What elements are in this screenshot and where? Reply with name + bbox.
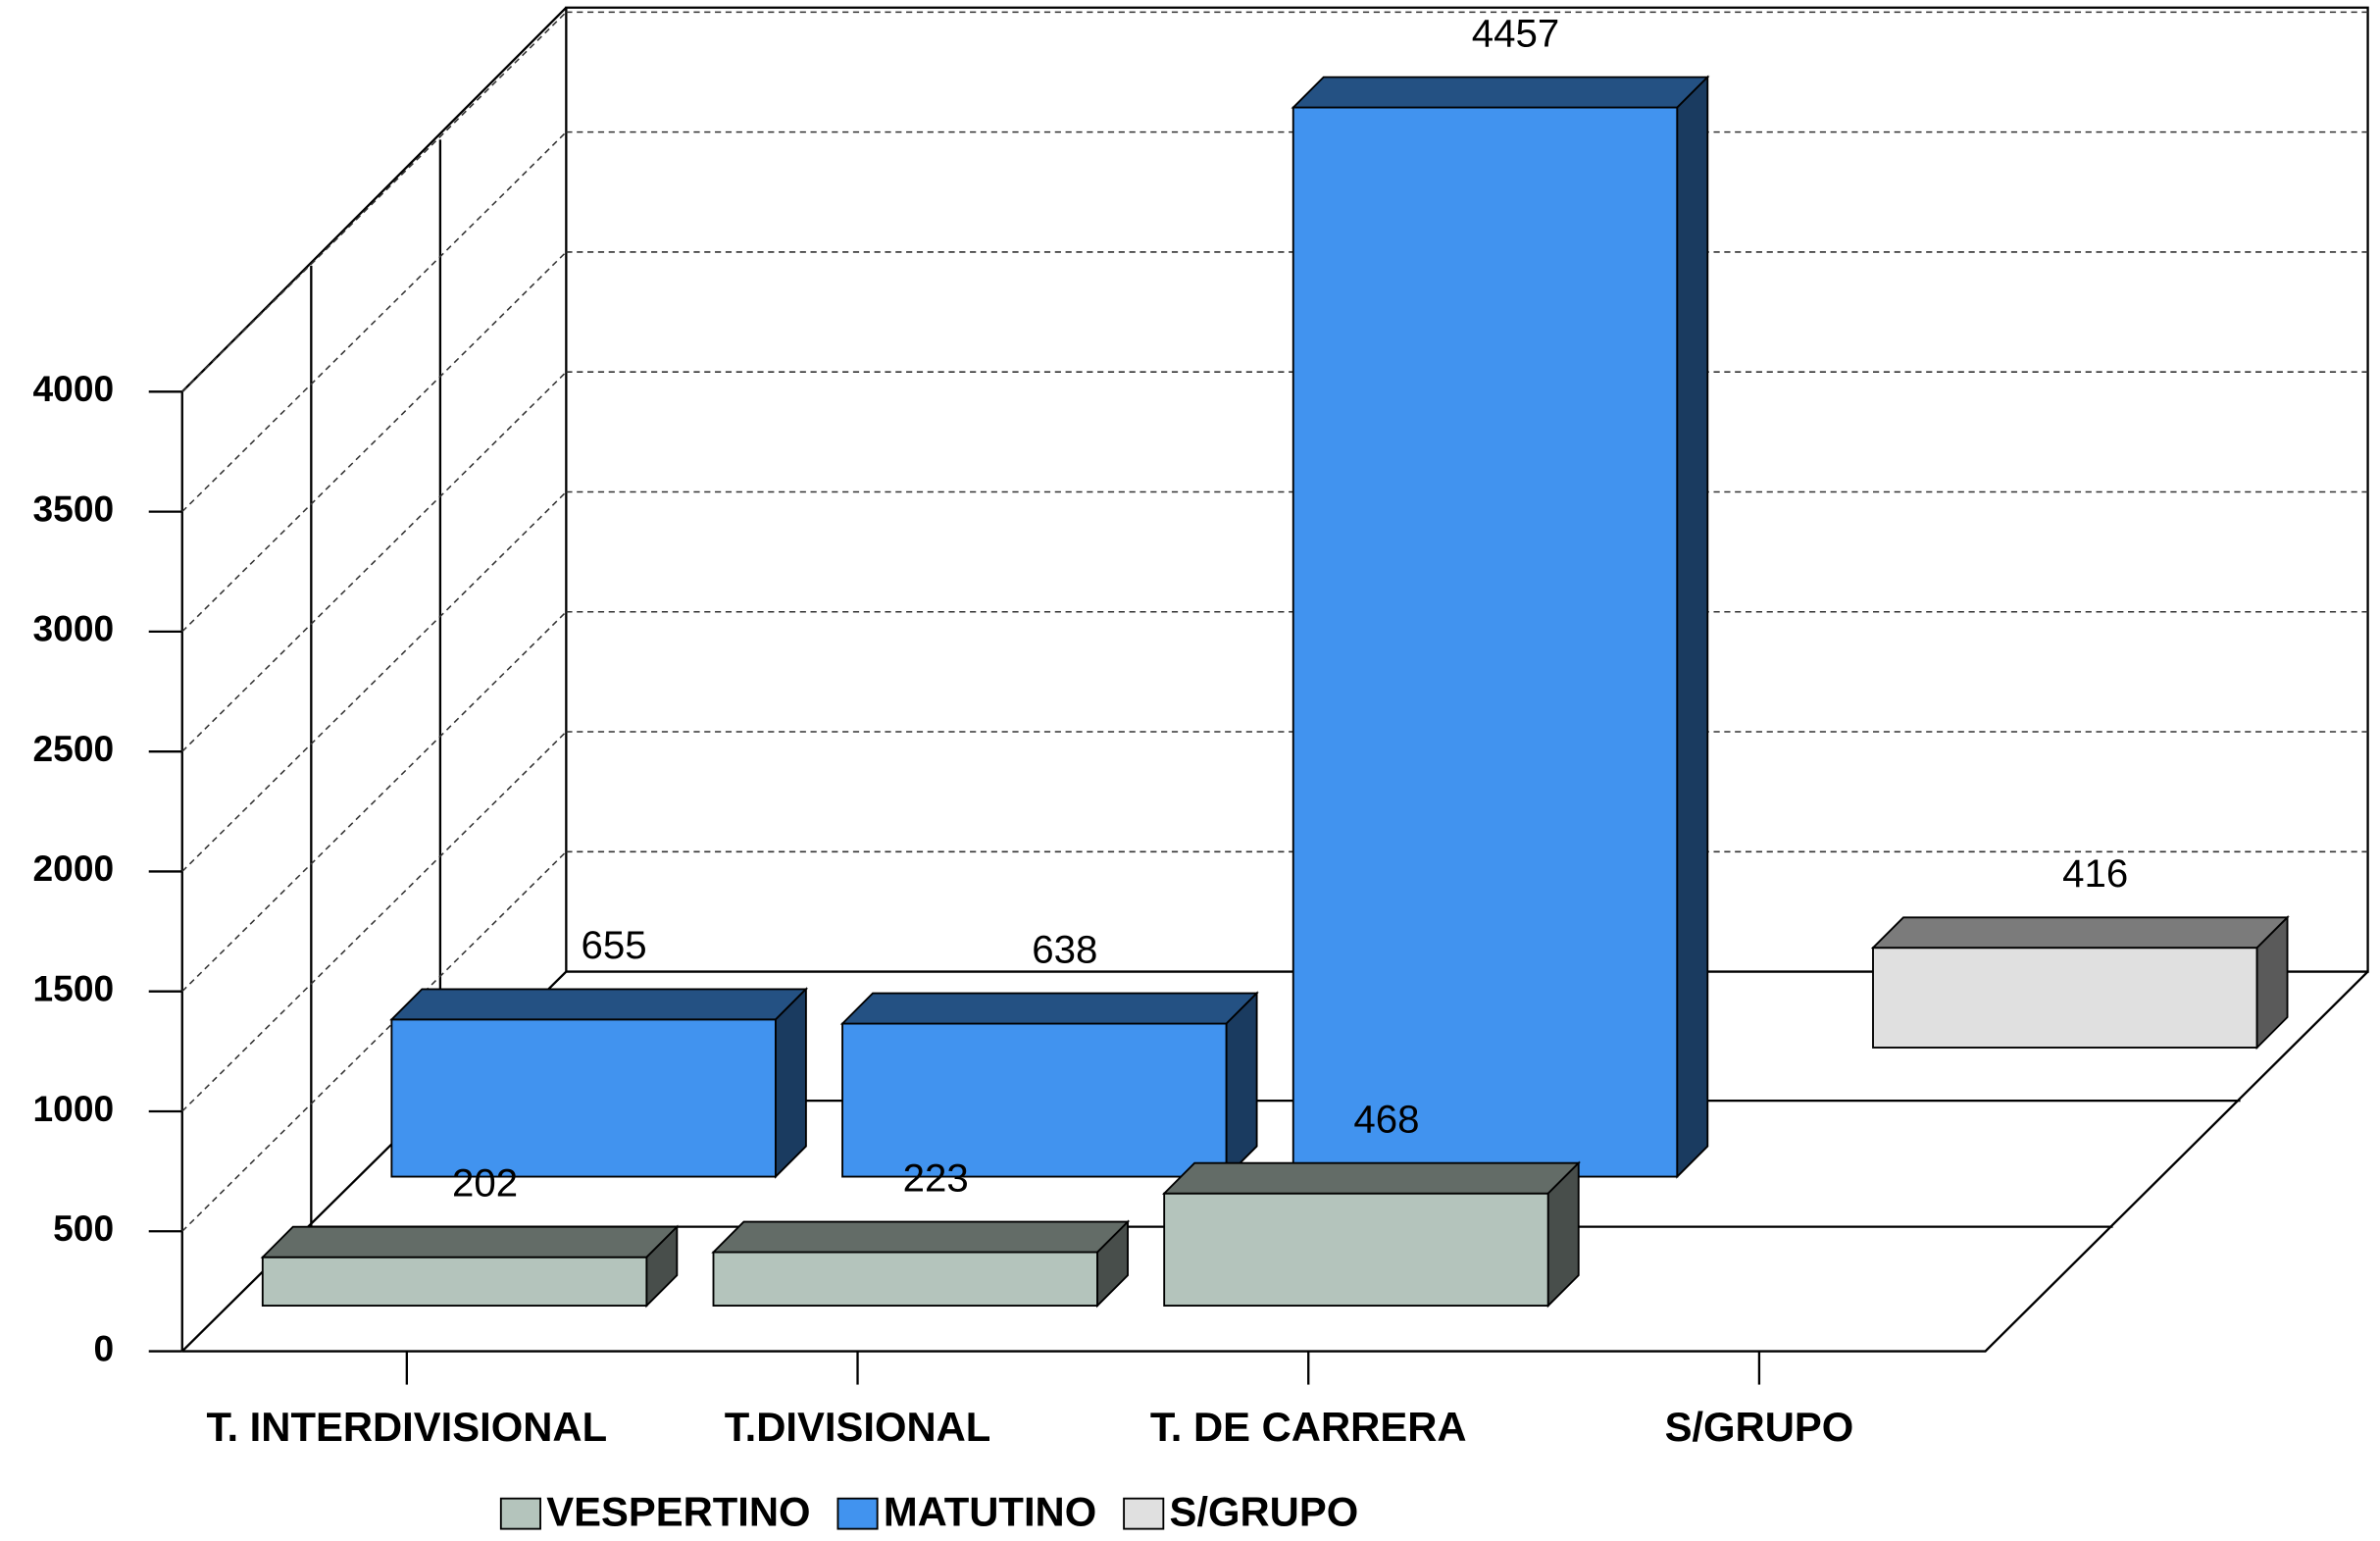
- value-label: 638: [1032, 927, 1097, 971]
- bar-top: [1870, 916, 2290, 950]
- value-label: 416: [2062, 851, 2128, 896]
- bar-side: [1225, 991, 1258, 1179]
- legend-swatch: [499, 1497, 541, 1530]
- bar-top: [1161, 1161, 1581, 1195]
- bar: [389, 987, 809, 1179]
- bar-top: [389, 988, 809, 1021]
- grid-line: [181, 490, 567, 872]
- y-tick-label: 3500: [33, 488, 115, 529]
- y-tick-label: 1500: [33, 968, 115, 1009]
- bar-side: [645, 1224, 679, 1309]
- x-tick-label: T. INTERDIVISIONAL: [207, 1404, 608, 1450]
- bar-side: [1096, 1219, 1129, 1309]
- bar-front: [390, 1018, 777, 1178]
- y-tick-label: 1000: [33, 1088, 115, 1129]
- bar: [1161, 1160, 1581, 1309]
- bar-front: [1291, 106, 1679, 1178]
- bar-top: [260, 1225, 680, 1258]
- y-tick-label: 4000: [33, 368, 115, 409]
- floor-edge: [181, 970, 2369, 1353]
- y-tick-label: 3000: [33, 608, 115, 649]
- y-tick-label: 2000: [33, 848, 115, 889]
- bar-top: [711, 1220, 1131, 1254]
- bar-front: [1872, 947, 2258, 1049]
- grid-line: [181, 11, 567, 392]
- grid-line: [181, 611, 567, 993]
- bar: [1870, 915, 2290, 1051]
- legend-label: MATUTINO: [884, 1489, 1096, 1535]
- bar-front: [712, 1251, 1099, 1308]
- bar: [1291, 75, 1710, 1179]
- bar-top: [1291, 76, 1710, 109]
- value-label: 202: [452, 1161, 518, 1206]
- bar-side: [1676, 75, 1709, 1179]
- legend-label: VESPERTINO: [546, 1489, 810, 1535]
- bar-top: [839, 992, 1259, 1025]
- bar: [839, 991, 1259, 1179]
- value-label: 468: [1353, 1098, 1419, 1142]
- x-tick-label: S/GRUPO: [1665, 1404, 1854, 1450]
- value-label: 223: [903, 1156, 969, 1200]
- grid-line: [181, 371, 567, 752]
- y-tick-label: 2500: [33, 728, 115, 769]
- y-tick-label: 0: [93, 1327, 114, 1368]
- value-label: 4457: [1472, 11, 1560, 55]
- x-tick-label: T.DIVISIONAL: [725, 1404, 991, 1450]
- bar-front: [261, 1256, 648, 1308]
- bar-side: [775, 987, 807, 1179]
- legend-swatch: [1123, 1497, 1165, 1530]
- legend-label: S/GRUPO: [1170, 1489, 1359, 1535]
- y-tick-label: 500: [53, 1207, 114, 1249]
- grid-line: [181, 850, 567, 1232]
- grid-line: [181, 251, 567, 633]
- bar-front: [1163, 1192, 1549, 1308]
- grid-line: [181, 731, 567, 1112]
- value-label: 655: [582, 923, 647, 967]
- bar: [260, 1224, 680, 1309]
- x-tick-label: T. DE CARRERA: [1150, 1404, 1467, 1450]
- bar: [711, 1219, 1131, 1309]
- bar-front: [841, 1022, 1228, 1178]
- legend-swatch: [836, 1497, 879, 1530]
- bar-side: [2255, 915, 2289, 1051]
- grid-line: [181, 131, 567, 513]
- bar-side: [1546, 1160, 1580, 1309]
